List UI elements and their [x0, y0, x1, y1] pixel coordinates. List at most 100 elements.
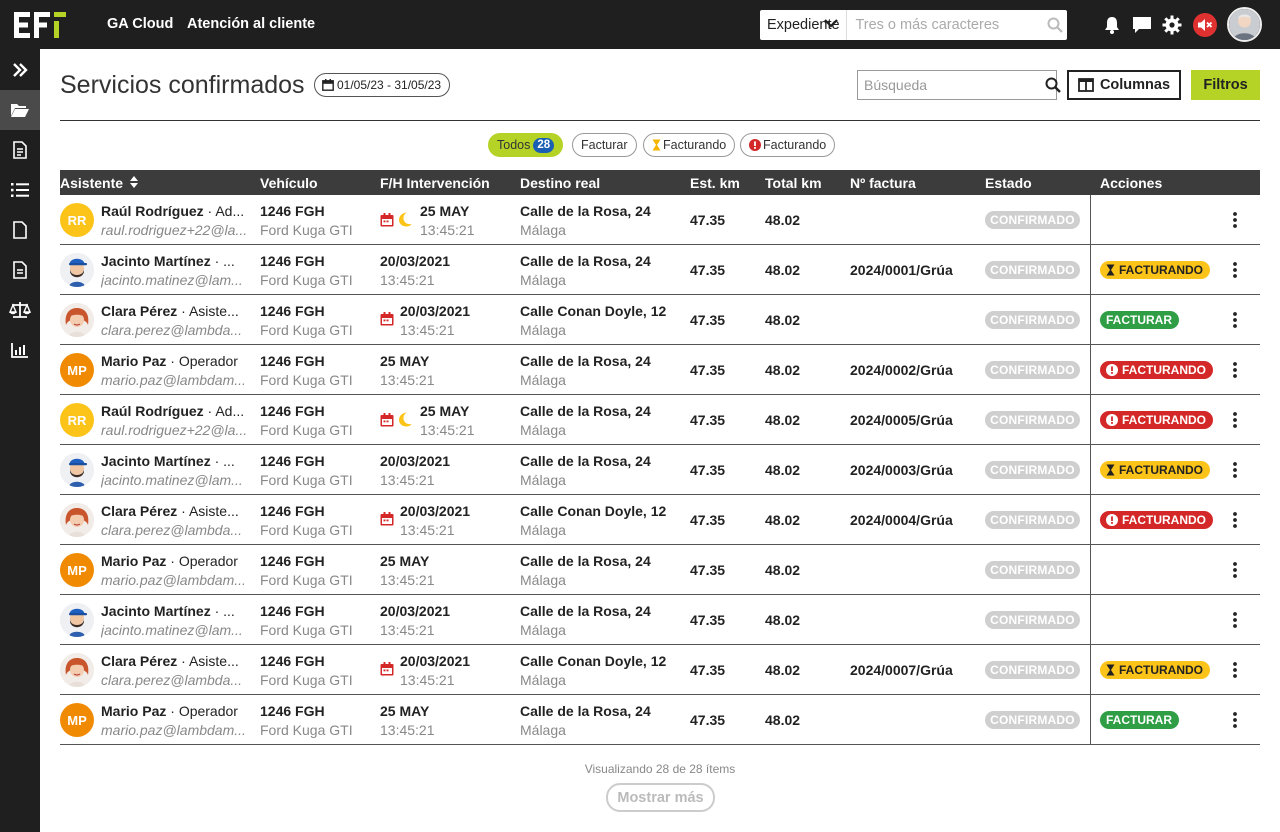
intervention-time: 13:45:21 [380, 622, 435, 638]
more-vertical-icon [1233, 712, 1237, 728]
columns-button[interactable]: Columnas [1067, 70, 1181, 100]
table-row[interactable]: Jacinto Martínez · ... jacinto.matinez@l… [60, 595, 1260, 645]
assistant-email: clara.perez@lambda... [101, 672, 243, 688]
action-badge[interactable]: FACTURANDO [1100, 411, 1213, 429]
destination-address: Calle de la Rosa, 24 [520, 603, 651, 619]
sidebar-item-statistics[interactable] [0, 330, 40, 370]
actions-separator [1090, 245, 1091, 295]
actions-separator [1090, 595, 1091, 645]
filter-chip-facturar[interactable]: Facturar [572, 133, 637, 157]
sidebar-item-legal[interactable] [0, 290, 40, 330]
row-menu-button[interactable] [1225, 259, 1245, 281]
row-menu-button[interactable] [1225, 209, 1245, 231]
search-button[interactable] [1042, 10, 1067, 40]
row-menu-button[interactable] [1225, 559, 1245, 581]
column-estado[interactable]: Estado [985, 175, 1032, 191]
nav-atencion-cliente[interactable]: Atención al cliente [187, 16, 316, 32]
row-menu-button[interactable] [1225, 309, 1245, 331]
avatar-photo-icon [60, 653, 94, 687]
actions-separator [1090, 395, 1091, 445]
intervention-date: 25 MAY [380, 703, 430, 719]
table-row[interactable]: RR Raúl Rodríguez · Ad... raul.rodriguez… [60, 195, 1260, 245]
row-menu-button[interactable] [1225, 509, 1245, 531]
table-row[interactable]: RR Raúl Rodríguez · Ad... raul.rodriguez… [60, 395, 1260, 445]
action-badge[interactable]: FACTURANDO [1100, 461, 1210, 479]
table-row[interactable]: MP Mario Paz · Operador mario.paz@lambda… [60, 695, 1260, 745]
row-menu-button[interactable] [1225, 409, 1245, 431]
table-row[interactable]: MP Mario Paz · Operador mario.paz@lambda… [60, 545, 1260, 595]
mute-button[interactable] [1193, 13, 1217, 37]
column-fh-intervencion[interactable]: F/H Intervención [380, 175, 490, 191]
sidebar-item-documents[interactable] [0, 130, 40, 170]
row-menu-button[interactable] [1225, 709, 1245, 731]
row-menu-button[interactable] [1225, 609, 1245, 631]
settings-button[interactable] [1160, 13, 1184, 37]
action-badge[interactable]: FACTURANDO [1100, 661, 1210, 679]
filters-button[interactable]: Filtros [1191, 70, 1260, 100]
action-label: FACTURAR [1106, 713, 1172, 727]
date-range-chip[interactable]: 01/05/23 - 31/05/23 [314, 73, 451, 97]
name-separator: · [203, 403, 216, 419]
intervention-date: 25 MAY [380, 553, 430, 569]
column-asistente[interactable]: Asistente [60, 175, 138, 191]
intervention-date: 20/03/2021 [400, 653, 471, 669]
row-menu-button[interactable] [1225, 359, 1245, 381]
nav-ga-cloud[interactable]: GA Cloud [107, 16, 174, 32]
name-separator: · [166, 553, 179, 569]
table-search-button[interactable] [1045, 77, 1061, 93]
more-vertical-icon [1233, 562, 1237, 578]
column-label: Asistente [60, 175, 124, 191]
filter-chip-todos[interactable]: Todos 28 [488, 133, 564, 157]
total-km: 48.02 [765, 462, 801, 478]
sidebar-item-folders[interactable] [0, 90, 40, 130]
user-avatar[interactable] [1227, 7, 1262, 42]
table-row[interactable]: Jacinto Martínez · ... jacinto.matinez@l… [60, 445, 1260, 495]
table-row[interactable]: Clara Pérez · Asiste... clara.perez@lamb… [60, 645, 1260, 695]
action-badge[interactable]: FACTURANDO [1100, 261, 1210, 279]
row-menu-button[interactable] [1225, 659, 1245, 681]
destination-address: Calle de la Rosa, 24 [520, 203, 651, 219]
filter-chip-facturando-pending[interactable]: Facturando [643, 133, 736, 157]
column-total-km[interactable]: Total km [765, 175, 822, 191]
column-acciones: Acciones [1100, 175, 1163, 191]
column-destino-real[interactable]: Destino real [520, 175, 601, 191]
show-more-button[interactable]: Mostrar más [606, 783, 715, 812]
sidebar-item-files[interactable] [0, 210, 40, 250]
assistant-role: Operador [178, 703, 238, 719]
column-vehiculo[interactable]: Vehículo [260, 175, 318, 191]
search-type-select[interactable]: Expediente [760, 10, 848, 40]
action-badge[interactable]: FACTURAR [1100, 311, 1179, 329]
destination-city: Málaga [520, 722, 566, 738]
action-badge[interactable]: FACTURAR [1100, 711, 1179, 729]
sidebar-expand[interactable] [0, 50, 40, 90]
row-menu-button[interactable] [1225, 459, 1245, 481]
expand-icon [13, 63, 28, 77]
est-km: 47.35 [690, 612, 726, 628]
chevron-down-icon [824, 19, 839, 28]
assistant-name-line: Mario Paz · Operador [101, 353, 281, 369]
column-n-factura[interactable]: Nº factura [850, 175, 916, 191]
table-search-input[interactable] [858, 77, 1045, 93]
table-row[interactable]: Clara Pérez · Asiste... clara.perez@lamb… [60, 295, 1260, 345]
table-row[interactable]: Clara Pérez · Asiste... clara.perez@lamb… [60, 495, 1260, 545]
assistant-email: raul.rodriguez+22@la... [101, 422, 248, 438]
table-row[interactable]: MP Mario Paz · Operador mario.paz@lambda… [60, 345, 1260, 395]
file-icon [13, 221, 27, 239]
sidebar-item-list[interactable] [0, 170, 40, 210]
assistant-name: Mario Paz [101, 703, 167, 719]
notifications-button[interactable] [1100, 13, 1124, 37]
more-vertical-icon [1233, 262, 1237, 278]
column-est-km[interactable]: Est. km [690, 175, 740, 191]
action-badge[interactable]: FACTURANDO [1100, 511, 1213, 529]
filter-chip-facturando-error[interactable]: Facturando [740, 133, 836, 157]
intervention-time: 13:45:21 [420, 222, 475, 238]
efi-logo[interactable] [14, 12, 66, 38]
action-badge[interactable]: FACTURANDO [1100, 361, 1213, 379]
global-search-input[interactable] [847, 10, 1043, 40]
sidebar-item-reports[interactable] [0, 250, 40, 290]
assistant-name-line: Raúl Rodríguez · Ad... [101, 403, 281, 419]
destination-address: Calle de la Rosa, 24 [520, 403, 651, 419]
messages-button[interactable] [1130, 13, 1154, 37]
sort-icon [129, 176, 138, 188]
table-row[interactable]: Jacinto Martínez · ... jacinto.matinez@l… [60, 245, 1260, 295]
